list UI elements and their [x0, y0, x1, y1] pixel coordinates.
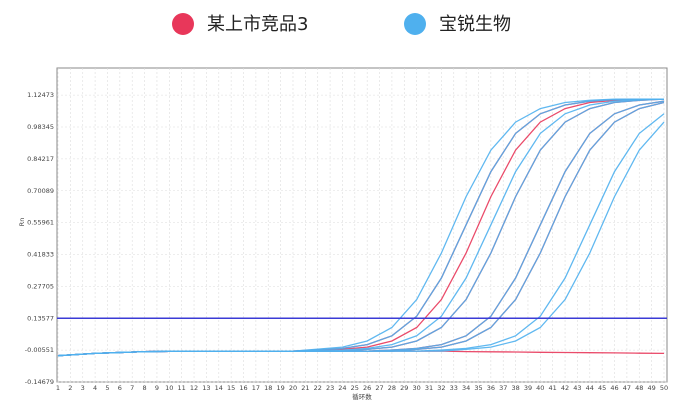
amplification-curve — [57, 121, 665, 357]
x-tick-label: 3 — [81, 384, 85, 392]
y-tick-label: -0.00551 — [25, 346, 54, 354]
x-tick-label: 10 — [165, 384, 173, 392]
x-tick-label: 46 — [610, 384, 618, 392]
y-axis-label: Rn — [18, 218, 26, 227]
x-tick-label: 40 — [536, 384, 544, 392]
plot-area — [56, 67, 668, 383]
x-tick-label: 21 — [301, 384, 309, 392]
x-tick-label: 24 — [338, 384, 346, 392]
x-tick-label: 42 — [561, 384, 569, 392]
x-tick-label: 43 — [573, 384, 581, 392]
x-tick-label: 18 — [264, 384, 272, 392]
x-tick-label: 34 — [462, 384, 470, 392]
x-tick-label: 17 — [252, 384, 260, 392]
x-tick-label: 7 — [130, 384, 134, 392]
x-tick-label: 45 — [598, 384, 606, 392]
legend-label: 宝锐生物 — [439, 14, 511, 35]
x-tick-label: 50 — [660, 384, 668, 392]
x-tick-label: 23 — [326, 384, 334, 392]
x-axis-label: 循环数 — [352, 392, 372, 401]
x-tick-label: 48 — [635, 384, 643, 392]
x-tick-label: 8 — [143, 384, 147, 392]
y-tick-label: 0.27705 — [27, 282, 54, 290]
x-tick-label: 27 — [375, 384, 383, 392]
y-tick-label: 0.98345 — [27, 123, 54, 131]
y-tick-label: 0.84217 — [27, 155, 54, 163]
x-tick-label: 25 — [351, 384, 359, 392]
x-tick-label: 33 — [450, 384, 458, 392]
x-tick-label: 32 — [437, 384, 445, 392]
x-tick-label: 37 — [499, 384, 507, 392]
x-tick-label: 12 — [190, 384, 198, 392]
legend-marker — [404, 13, 426, 35]
x-tick-label: 13 — [202, 384, 210, 392]
y-tick-label: -0.14679 — [25, 378, 54, 386]
x-tick-label: 15 — [227, 384, 235, 392]
x-tick-label: 4 — [93, 384, 97, 392]
x-tick-label: 29 — [400, 384, 408, 392]
x-tick-label: 11 — [178, 384, 186, 392]
x-tick-label: 41 — [549, 384, 557, 392]
y-tick-label: 0.41833 — [27, 251, 54, 259]
x-tick-label: 20 — [289, 384, 297, 392]
x-tick-label: 38 — [511, 384, 519, 392]
x-tick-label: 31 — [425, 384, 433, 392]
x-tick-label: 26 — [363, 384, 371, 392]
x-tick-label: 19 — [276, 384, 284, 392]
legend-label: 某上市竞品3 — [207, 14, 308, 35]
x-tick-label: 2 — [68, 384, 72, 392]
x-tick-label: 9 — [155, 384, 159, 392]
x-tick-label: 6 — [118, 384, 122, 392]
x-tick-label: 28 — [388, 384, 396, 392]
x-tick-label: 39 — [524, 384, 532, 392]
x-tick-label: 47 — [623, 384, 631, 392]
x-tick-label: 5 — [105, 384, 109, 392]
legend-marker — [172, 13, 194, 35]
x-tick-label: 30 — [413, 384, 421, 392]
x-tick-label: 16 — [239, 384, 247, 392]
y-tick-label: 1.12473 — [27, 91, 54, 99]
x-tick-label: 49 — [647, 384, 655, 392]
x-tick-label: 22 — [314, 384, 322, 392]
x-tick-label: 36 — [487, 384, 495, 392]
y-tick-label: 0.55961 — [27, 219, 54, 227]
y-tick-label: 0.13577 — [27, 314, 54, 322]
x-tick-label: 44 — [586, 384, 594, 392]
x-tick-label: 1 — [56, 384, 60, 392]
x-tick-label: 35 — [474, 384, 482, 392]
y-tick-label: 0.70089 — [27, 187, 54, 195]
x-tick-label: 14 — [215, 384, 223, 392]
